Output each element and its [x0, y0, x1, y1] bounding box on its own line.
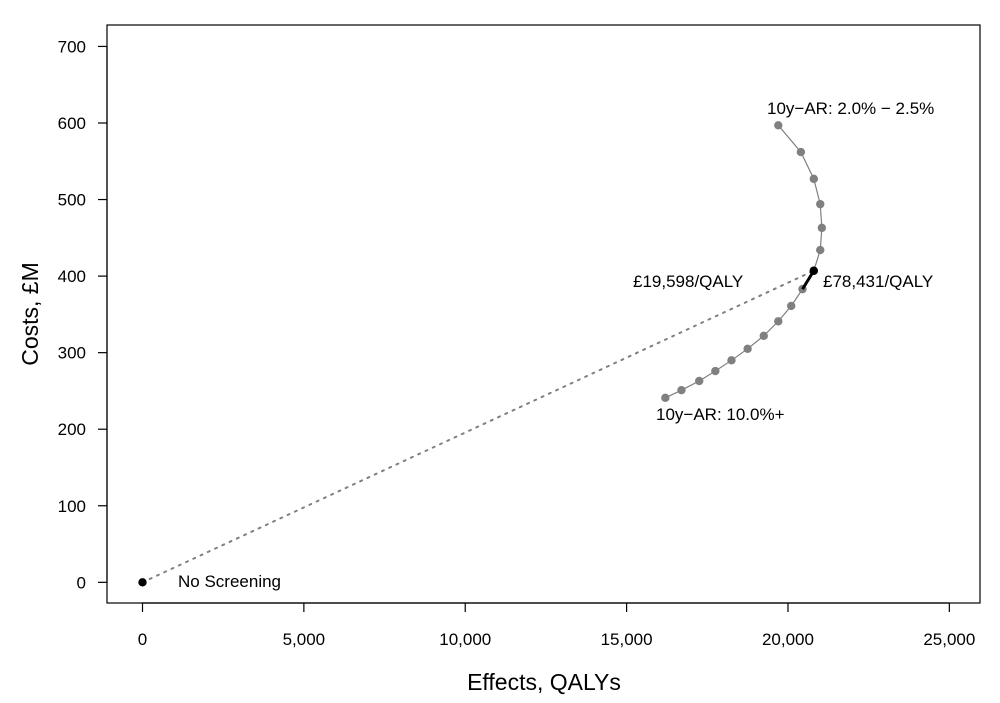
top-threshold-label: 10y−AR: 2.0% − 2.5%	[767, 99, 934, 118]
icer-from-no-screening-line	[141, 269, 815, 584]
x-axis: 0 5,000 10,000 15,000 20,000 25,000	[138, 602, 975, 649]
y-axis-title: Costs, £M	[17, 262, 43, 366]
optimal-strategy-point	[809, 266, 818, 275]
threshold-point	[774, 317, 783, 326]
y-tick-label: 300	[58, 344, 86, 363]
threshold-series-line	[665, 124, 823, 399]
threshold-point	[774, 121, 783, 130]
y-tick-label: 200	[58, 420, 86, 439]
x-axis-title: Effects, QALYs	[467, 669, 621, 695]
plot-area	[138, 121, 827, 587]
threshold-point	[816, 245, 825, 255]
no-screening-label: No Screening	[178, 572, 281, 591]
threshold-point	[786, 301, 796, 311]
threshold-point	[743, 344, 752, 354]
y-tick-label: 0	[77, 573, 86, 592]
threshold-point	[661, 393, 670, 403]
threshold-point	[816, 199, 825, 209]
icer-incremental-label: £78,431/QALY	[823, 272, 933, 291]
bottom-threshold-label: 10y−AR: 10.0%+	[656, 405, 785, 424]
threshold-point	[817, 223, 827, 233]
threshold-point	[677, 385, 686, 395]
threshold-point	[796, 147, 806, 157]
x-tick-label: 15,000	[601, 630, 653, 649]
threshold-point	[759, 331, 768, 341]
y-tick-label: 100	[58, 497, 86, 516]
y-tick-label: 400	[58, 267, 86, 286]
x-tick-label: 5,000	[283, 630, 326, 649]
x-tick-label: 20,000	[762, 630, 814, 649]
threshold-point	[727, 356, 736, 365]
icer-vs-no-screening-label: £19,598/QALY	[633, 272, 743, 291]
x-tick-label: 0	[138, 630, 147, 649]
no-screening-point	[138, 578, 147, 587]
x-tick-label: 25,000	[923, 630, 975, 649]
threshold-point	[695, 376, 704, 386]
threshold-point	[711, 366, 720, 376]
y-tick-label: 700	[58, 37, 86, 56]
y-tick-label: 500	[58, 191, 86, 210]
y-tick-label: 600	[58, 114, 86, 133]
y-axis: 0 100 200 300 400 500 600 700	[58, 37, 108, 592]
threshold-point	[809, 174, 818, 184]
x-tick-label: 10,000	[439, 630, 491, 649]
